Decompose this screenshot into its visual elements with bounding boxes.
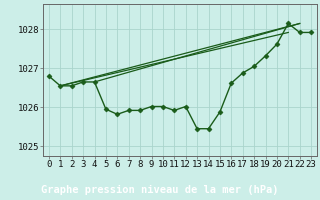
Text: Graphe pression niveau de la mer (hPa): Graphe pression niveau de la mer (hPa) — [41, 185, 279, 195]
